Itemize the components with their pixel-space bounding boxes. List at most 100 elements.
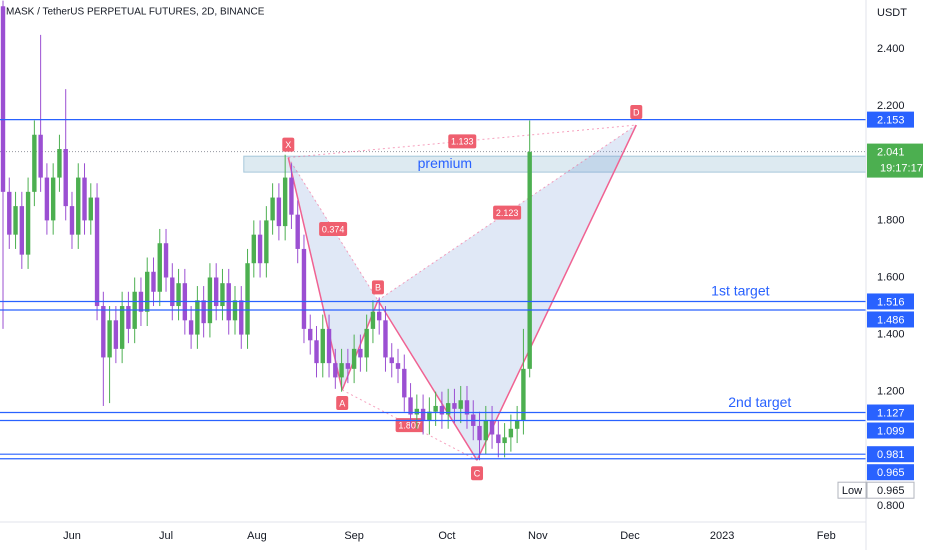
candle-body <box>126 306 131 329</box>
candle-body <box>508 428 514 438</box>
candle-body <box>326 328 332 364</box>
candle-body <box>308 328 313 341</box>
candle-body <box>351 348 357 369</box>
candle-body <box>220 283 225 307</box>
candle-body <box>402 368 407 398</box>
x-tick-label: Aug <box>247 530 267 542</box>
low-tag: Low <box>842 485 862 497</box>
low-tag-box <box>837 481 867 499</box>
candle-body <box>333 363 338 378</box>
point-box <box>282 137 295 152</box>
candle-body <box>157 243 162 292</box>
candle-body <box>276 197 282 227</box>
level-box <box>867 446 914 463</box>
candle-body <box>483 420 488 441</box>
candle-body <box>213 277 219 307</box>
ratio-label: 1.807 <box>398 420 421 430</box>
candle-body <box>420 408 426 421</box>
candle-body <box>264 220 269 264</box>
level-label: 0.965 <box>877 467 905 479</box>
point-label: B <box>375 283 381 293</box>
ratio-box <box>448 134 477 149</box>
x-tick-label: Oct <box>438 530 455 542</box>
y-tick-label: 1.600 <box>877 271 905 283</box>
ratio-label: 1.133 <box>451 137 474 147</box>
currency-label: USDT <box>877 7 907 19</box>
y-tick-label: 0.800 <box>877 500 905 512</box>
candle-body <box>320 328 325 364</box>
ratio-label: 2.123 <box>496 208 519 218</box>
level-label: 1.127 <box>877 407 905 419</box>
candle-body <box>107 320 112 358</box>
candle-body <box>445 403 451 415</box>
point-box <box>630 105 643 120</box>
point-label: A <box>339 398 345 408</box>
candle-body <box>395 363 401 369</box>
candle-body <box>502 437 507 444</box>
ratio-box <box>319 221 348 236</box>
pattern-leg <box>476 124 637 461</box>
point-box <box>471 466 484 481</box>
candle-body <box>389 357 394 364</box>
candle-body <box>50 177 56 221</box>
x-tick-label: Jun <box>63 530 81 542</box>
candle-body <box>270 197 275 221</box>
candle-body <box>414 408 420 415</box>
x-tick-label: Dec <box>620 530 640 542</box>
candle-body <box>521 368 526 421</box>
ratio-label: 0.374 <box>322 224 345 234</box>
point-label: C <box>474 469 481 479</box>
candle-body <box>257 234 263 264</box>
candle-body <box>358 348 363 358</box>
ratio-line <box>287 157 379 301</box>
candle-body <box>427 411 432 421</box>
candle-body <box>464 400 470 415</box>
pattern-leg <box>377 299 478 461</box>
level-label: 1.099 <box>877 425 905 437</box>
candle-body <box>145 271 150 312</box>
candle-body <box>119 306 125 349</box>
candle-body <box>377 311 382 321</box>
candle-body <box>76 177 81 235</box>
level-box <box>867 464 914 481</box>
level-box <box>867 404 914 421</box>
point-box <box>336 395 349 410</box>
pattern-fill <box>288 157 378 390</box>
y-tick-label: 2.400 <box>877 43 905 55</box>
candle-body <box>44 177 50 221</box>
candle-body <box>295 214 300 249</box>
x-tick-label: Jul <box>159 530 173 542</box>
candle-body <box>38 134 43 178</box>
candle-body <box>163 243 169 278</box>
low-value-box <box>866 481 915 499</box>
countdown-label: 19:17:17 <box>880 162 923 174</box>
candle-body <box>452 403 457 409</box>
y-tick-label: 2.200 <box>877 100 905 112</box>
candle-body <box>245 263 250 335</box>
candle-body <box>527 151 532 369</box>
y-tick-label: 1.800 <box>877 214 905 226</box>
plot-area: premium 0.374 1.807 2.123 1.133 X A B C D 1st targ… <box>0 0 867 481</box>
annotation: 1st target <box>711 282 769 298</box>
level-box <box>867 311 914 328</box>
candle-body <box>195 300 200 335</box>
x-tick-label: 2023 <box>710 530 734 542</box>
candle-body <box>32 134 37 192</box>
candle-body <box>63 149 68 207</box>
candle-body <box>0 6 6 192</box>
candle-body <box>514 420 520 429</box>
candle-body <box>25 191 31 255</box>
pattern-leg <box>287 157 343 391</box>
chart-title: MASK / TetherUS PERPETUAL FUTURES, 2D, B… <box>6 7 265 18</box>
candle-body <box>151 271 156 292</box>
candle-body <box>314 340 319 364</box>
level-label: 1.516 <box>877 296 905 308</box>
candle-body <box>282 177 288 227</box>
candle-body <box>88 197 93 221</box>
point-label: D <box>633 107 640 117</box>
level-label: 0.981 <box>877 449 905 461</box>
level-box <box>867 293 914 310</box>
level-label: 1.486 <box>877 314 905 326</box>
candle-body <box>170 277 175 307</box>
candle-body <box>251 234 257 264</box>
